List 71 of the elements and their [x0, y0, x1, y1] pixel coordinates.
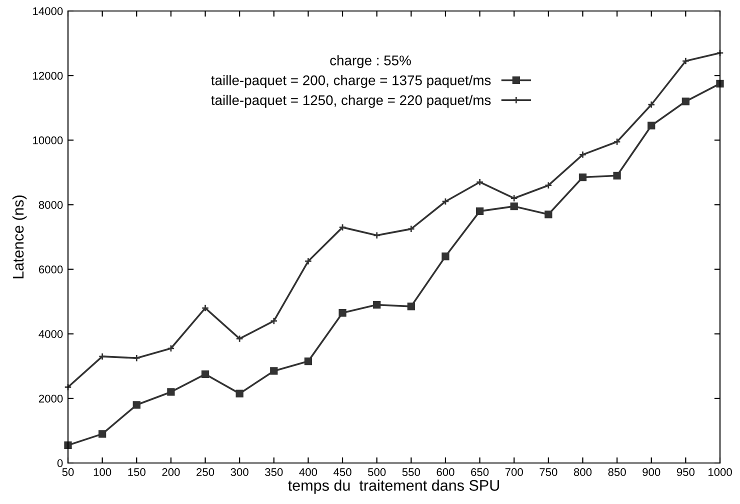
y-tick-label: 8000	[38, 200, 63, 209]
point	[648, 122, 656, 130]
x-tick-label: 350	[265, 468, 283, 476]
x-tick-label: 250	[196, 468, 214, 476]
point	[682, 57, 690, 65]
x-tick-label: 650	[471, 468, 489, 476]
point	[338, 309, 346, 317]
x-tick-label: 750	[540, 468, 558, 476]
x-tick-label: 50	[62, 468, 74, 476]
point	[578, 150, 587, 158]
point	[64, 441, 72, 450]
point	[201, 370, 210, 378]
x-tick-label: 500	[368, 468, 386, 476]
point	[373, 232, 381, 240]
point	[236, 334, 244, 343]
point	[132, 401, 140, 409]
y-tick-label: 2000	[38, 394, 63, 403]
point	[236, 390, 244, 398]
point	[304, 357, 312, 366]
point	[442, 252, 450, 260]
point	[304, 257, 312, 266]
x-tick-label: 950	[676, 468, 695, 476]
point	[510, 202, 518, 210]
x-tick-label: 550	[402, 468, 420, 476]
point	[338, 223, 346, 232]
point	[98, 430, 106, 438]
point	[544, 182, 552, 190]
point	[476, 207, 484, 215]
x-tick-label: 800	[574, 468, 592, 476]
point	[132, 354, 140, 362]
point	[716, 80, 724, 88]
x-tick-label: 300	[230, 468, 248, 476]
point	[270, 367, 278, 375]
point	[201, 304, 210, 312]
point	[167, 344, 175, 352]
y-tick-label: 6000	[38, 266, 63, 274]
point	[476, 178, 484, 186]
x-tick-label: 900	[642, 468, 660, 476]
legend-title: charge : 55%	[330, 55, 411, 68]
x-tick-label: 100	[94, 468, 112, 476]
y-tick-label: 10000	[33, 136, 63, 144]
y-tick-label: 12000	[33, 72, 63, 80]
point	[442, 198, 450, 206]
point	[544, 210, 552, 218]
x-tick-label: 850	[608, 468, 626, 476]
y-tick-label: 4000	[38, 330, 63, 338]
point	[167, 388, 175, 396]
point	[373, 300, 381, 309]
point	[578, 173, 587, 182]
y-tick-label: 0	[57, 459, 63, 468]
x-tick-label: 600	[436, 468, 454, 476]
x-tick-label: 400	[299, 468, 318, 476]
y-axis-title: Latence (ns)	[12, 195, 27, 278]
x-tick-label: 450	[334, 468, 352, 476]
point	[407, 225, 415, 233]
y-tick-label: 14000	[33, 7, 63, 16]
x-tick-label: 1000	[708, 468, 732, 476]
point	[510, 194, 518, 202]
point	[98, 352, 106, 360]
x-tick-label: 700	[505, 468, 523, 476]
legend-label: taille-paquet = 200, charge = 1375 paquet/ms	[211, 75, 491, 88]
x-tick-label: 200	[162, 468, 180, 476]
point	[613, 172, 621, 180]
x-tick-label: 150	[128, 468, 146, 476]
point	[682, 98, 690, 106]
legend-label: taille-paquet = 1250, charge = 220 paquet/ms	[211, 94, 491, 108]
x-axis-title: temps du traitement dans SPU	[288, 480, 499, 494]
point	[270, 317, 278, 325]
point	[613, 138, 621, 146]
point	[407, 302, 415, 310]
point	[648, 100, 656, 108]
